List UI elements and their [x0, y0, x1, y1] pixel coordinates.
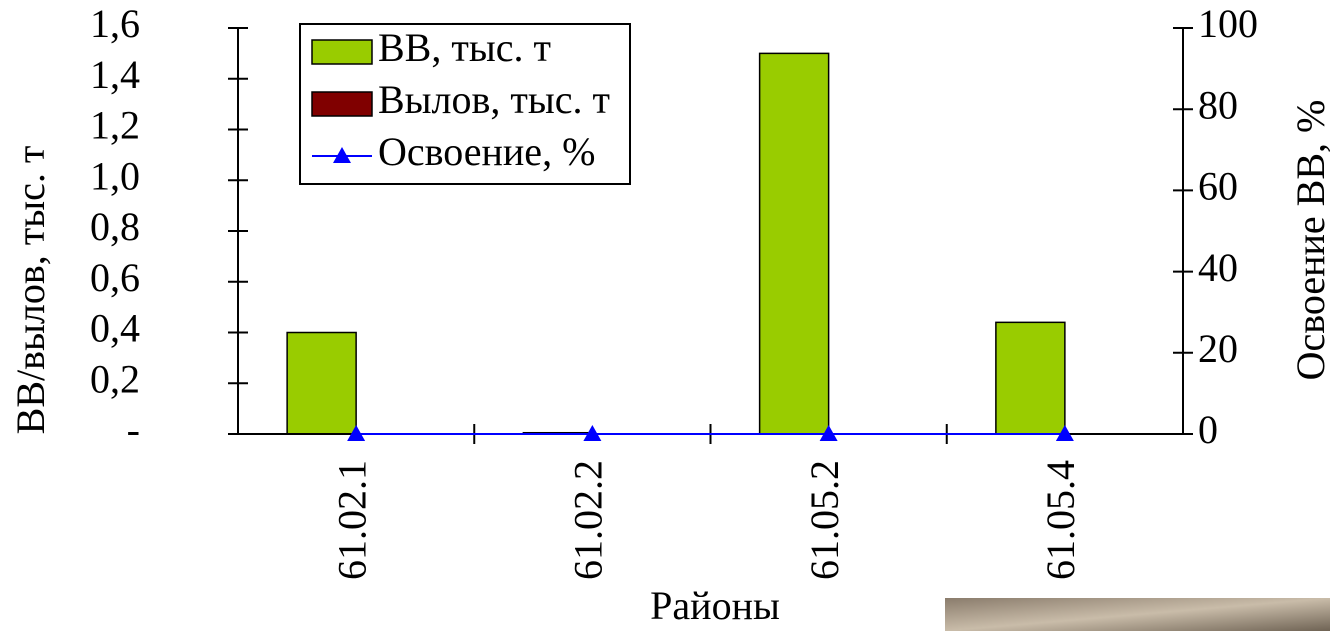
y2-tick-label: 20: [1198, 326, 1238, 371]
x-tick-label: 61.05.4: [1038, 460, 1083, 580]
y2-tick-label: 0: [1198, 407, 1218, 452]
legend-marker: [333, 147, 351, 163]
y-tick-label: 1,2: [90, 103, 140, 148]
bar: [758, 52, 830, 435]
y-tick-label: 1,0: [90, 153, 140, 198]
legend-swatch: [311, 39, 373, 65]
y-tick-label: -: [127, 407, 140, 452]
x-tick-label: 61.02.2: [566, 460, 611, 580]
x-axis-label: Районы: [650, 583, 780, 628]
y2-tick-label: 40: [1198, 245, 1238, 290]
decor-image: [945, 598, 1330, 631]
y-tick-label: 0,2: [90, 356, 140, 401]
line-marker: [819, 425, 838, 441]
y-tick-label: 0,8: [90, 204, 140, 249]
line-marker: [1055, 425, 1074, 441]
y2-tick-label: 80: [1198, 82, 1238, 127]
legend-swatch: [311, 91, 373, 117]
x-tick-label: 61.05.2: [802, 460, 847, 580]
y-tick-label: 0,6: [90, 255, 140, 300]
legend-label: Освоение, %: [378, 129, 595, 174]
bar: [286, 331, 357, 435]
y2-tick-label: 100: [1198, 1, 1258, 46]
y-tick-label: 1,4: [90, 52, 140, 97]
y2-tick-label: 60: [1198, 164, 1238, 209]
y2-axis-label: Освоение ВВ, %: [1288, 100, 1330, 381]
legend-label: ВВ, тыс. т: [378, 25, 551, 70]
y-axis-label: ВВ/вылов, тыс. т: [8, 146, 53, 435]
x-tick-label: 61.02.1: [329, 460, 374, 580]
bar: [995, 321, 1066, 435]
y-tick-label: 1,6: [90, 1, 140, 46]
line-marker: [583, 425, 602, 441]
legend-label: Вылов, тыс. т: [378, 77, 610, 122]
y-tick-label: 0,4: [90, 306, 140, 351]
line-marker: [347, 425, 366, 441]
